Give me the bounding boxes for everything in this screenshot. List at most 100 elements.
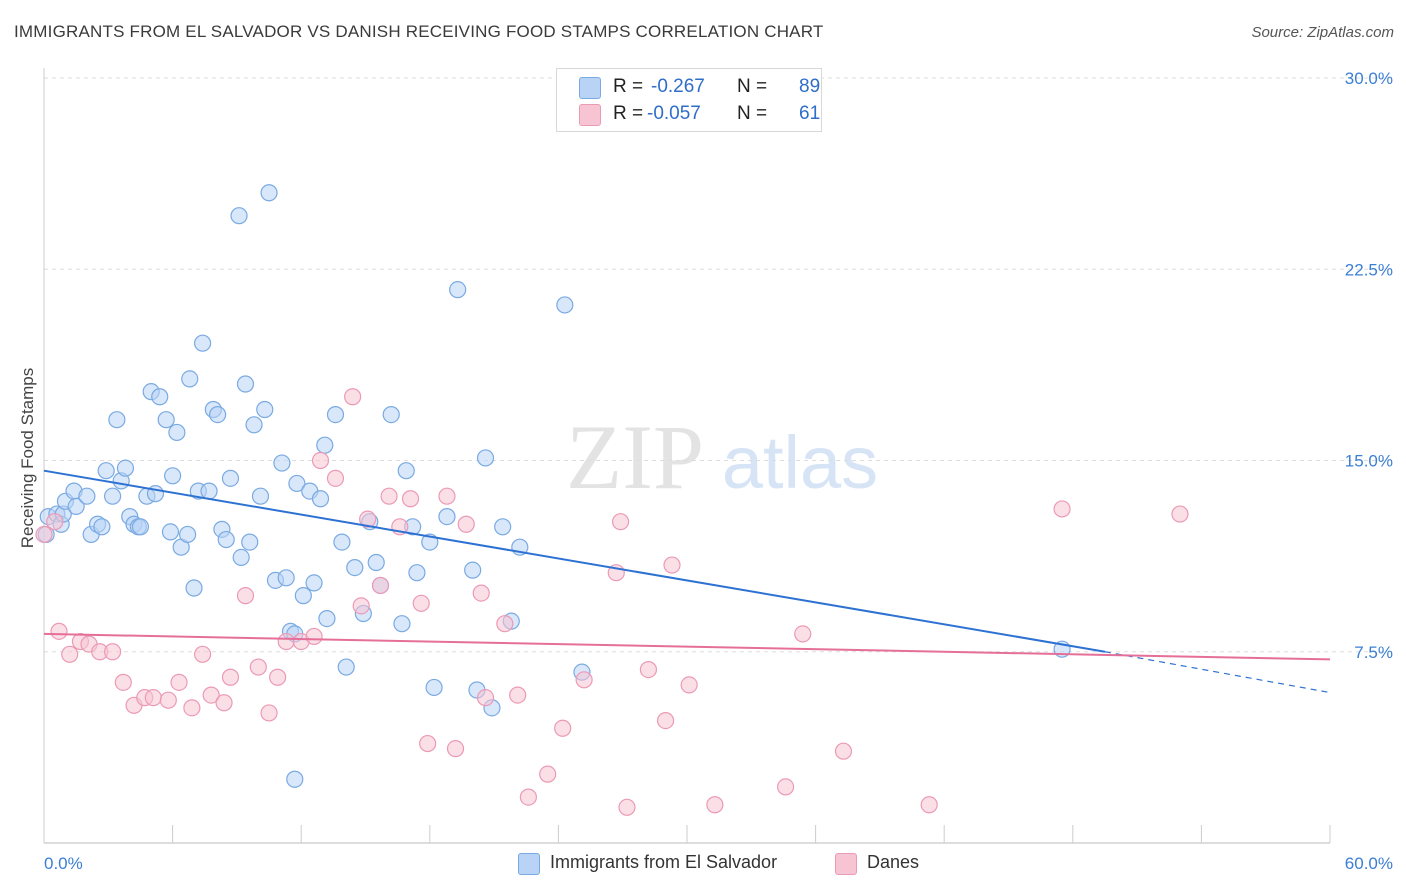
point-danes xyxy=(794,625,812,643)
point-danes xyxy=(50,622,68,640)
legend-swatch-salvador xyxy=(518,853,540,875)
point-danes xyxy=(656,711,675,730)
point-danes xyxy=(834,742,853,760)
point-salvador xyxy=(185,579,203,597)
legend-r-label: R = xyxy=(613,76,644,97)
point-salvador xyxy=(236,375,255,393)
legend-n-label: N = xyxy=(737,103,768,124)
point-danes xyxy=(680,676,698,694)
point-salvador xyxy=(164,467,182,485)
point-salvador xyxy=(157,411,175,429)
point-salvador xyxy=(168,423,186,442)
point-danes xyxy=(305,627,323,646)
point-danes xyxy=(663,556,681,574)
point-salvador xyxy=(382,406,400,424)
point-danes xyxy=(114,673,132,691)
point-salvador xyxy=(273,454,291,472)
point-salvador xyxy=(241,533,259,551)
x-tick-label: 60.0% xyxy=(1345,854,1393,873)
point-salvador xyxy=(245,416,263,434)
point-salvador xyxy=(277,569,295,587)
point-salvador xyxy=(181,370,199,388)
trend-line-salvador-extension xyxy=(1104,651,1331,694)
point-danes xyxy=(103,643,122,661)
legend-swatch-danes xyxy=(835,853,857,875)
point-salvador xyxy=(464,561,482,579)
point-danes xyxy=(509,686,527,704)
point-salvador xyxy=(209,406,227,424)
point-salvador xyxy=(200,482,218,500)
point-danes xyxy=(776,778,795,796)
point-danes xyxy=(202,686,220,704)
point-danes xyxy=(326,469,345,487)
point-salvador xyxy=(318,609,336,628)
point-danes xyxy=(1171,505,1189,523)
trend-line-danes xyxy=(43,632,1331,661)
point-salvador xyxy=(288,474,306,493)
point-salvador xyxy=(494,518,512,536)
point-danes xyxy=(371,576,390,595)
point-salvador xyxy=(78,487,96,505)
point-danes xyxy=(170,673,188,691)
point-danes xyxy=(236,587,255,605)
source-note: Source: ZipAtlas.com xyxy=(1251,24,1394,41)
point-danes xyxy=(419,734,437,753)
point-salvador xyxy=(217,530,235,549)
legend-r-value: -0.057 xyxy=(647,103,701,124)
legend-n-label: N = xyxy=(737,76,768,97)
y-tick-label: 22.5% xyxy=(1345,260,1393,279)
point-danes xyxy=(352,597,370,615)
point-salvador xyxy=(346,558,364,577)
y-tick-label: 7.5% xyxy=(1354,643,1393,662)
tick-labels: 7.5% 15.0% 22.5% 30.0% 0.0% 60.0% xyxy=(44,69,1393,873)
point-salvador xyxy=(194,334,212,352)
point-salvador xyxy=(337,658,355,676)
point-salvador xyxy=(93,518,111,536)
point-salvador xyxy=(67,497,85,515)
point-salvador xyxy=(397,462,415,480)
point-danes xyxy=(260,704,278,722)
point-danes xyxy=(359,510,377,528)
point-danes xyxy=(1053,500,1071,518)
point-salvador xyxy=(131,518,150,536)
point-salvador xyxy=(103,487,122,505)
series-label-salvador: Immigrants from El Salvador xyxy=(550,852,778,872)
point-salvador xyxy=(476,449,495,467)
y-tick-label: 15.0% xyxy=(1345,452,1393,471)
point-salvador xyxy=(333,533,351,551)
chart-title: IMMIGRANTS FROM EL SALVADOR VS DANISH RE… xyxy=(14,22,824,41)
point-danes xyxy=(611,513,630,531)
point-danes xyxy=(277,632,295,651)
point-danes xyxy=(575,671,593,689)
point-salvador xyxy=(232,548,250,567)
point-salvador xyxy=(260,184,278,202)
point-salvador xyxy=(326,406,345,424)
point-danes xyxy=(35,525,53,544)
watermark-zip: ZIP xyxy=(566,406,704,508)
legend-n-value: 61 xyxy=(799,103,821,124)
point-danes xyxy=(269,668,287,686)
point-salvador xyxy=(316,436,334,454)
point-salvador xyxy=(449,281,467,299)
point-salvador xyxy=(161,523,180,541)
point-salvador xyxy=(97,462,115,480)
point-danes xyxy=(438,487,456,505)
point-danes xyxy=(519,788,537,806)
trend-lines xyxy=(43,469,1331,694)
legend-r-label: R = xyxy=(613,103,644,124)
point-danes xyxy=(46,513,64,531)
point-danes xyxy=(496,615,514,633)
legend-swatch-salvador xyxy=(579,77,601,99)
point-danes xyxy=(215,694,233,712)
legend-n-value: 89 xyxy=(799,76,821,97)
point-danes xyxy=(920,796,938,814)
point-salvador xyxy=(286,770,304,788)
point-danes xyxy=(344,388,362,406)
point-danes xyxy=(472,584,490,602)
point-danes xyxy=(249,658,267,676)
trend-line-salvador xyxy=(43,469,1106,653)
point-salvador xyxy=(305,574,323,592)
point-salvador xyxy=(438,507,456,526)
point-salvador xyxy=(408,564,426,582)
point-danes xyxy=(183,699,201,717)
